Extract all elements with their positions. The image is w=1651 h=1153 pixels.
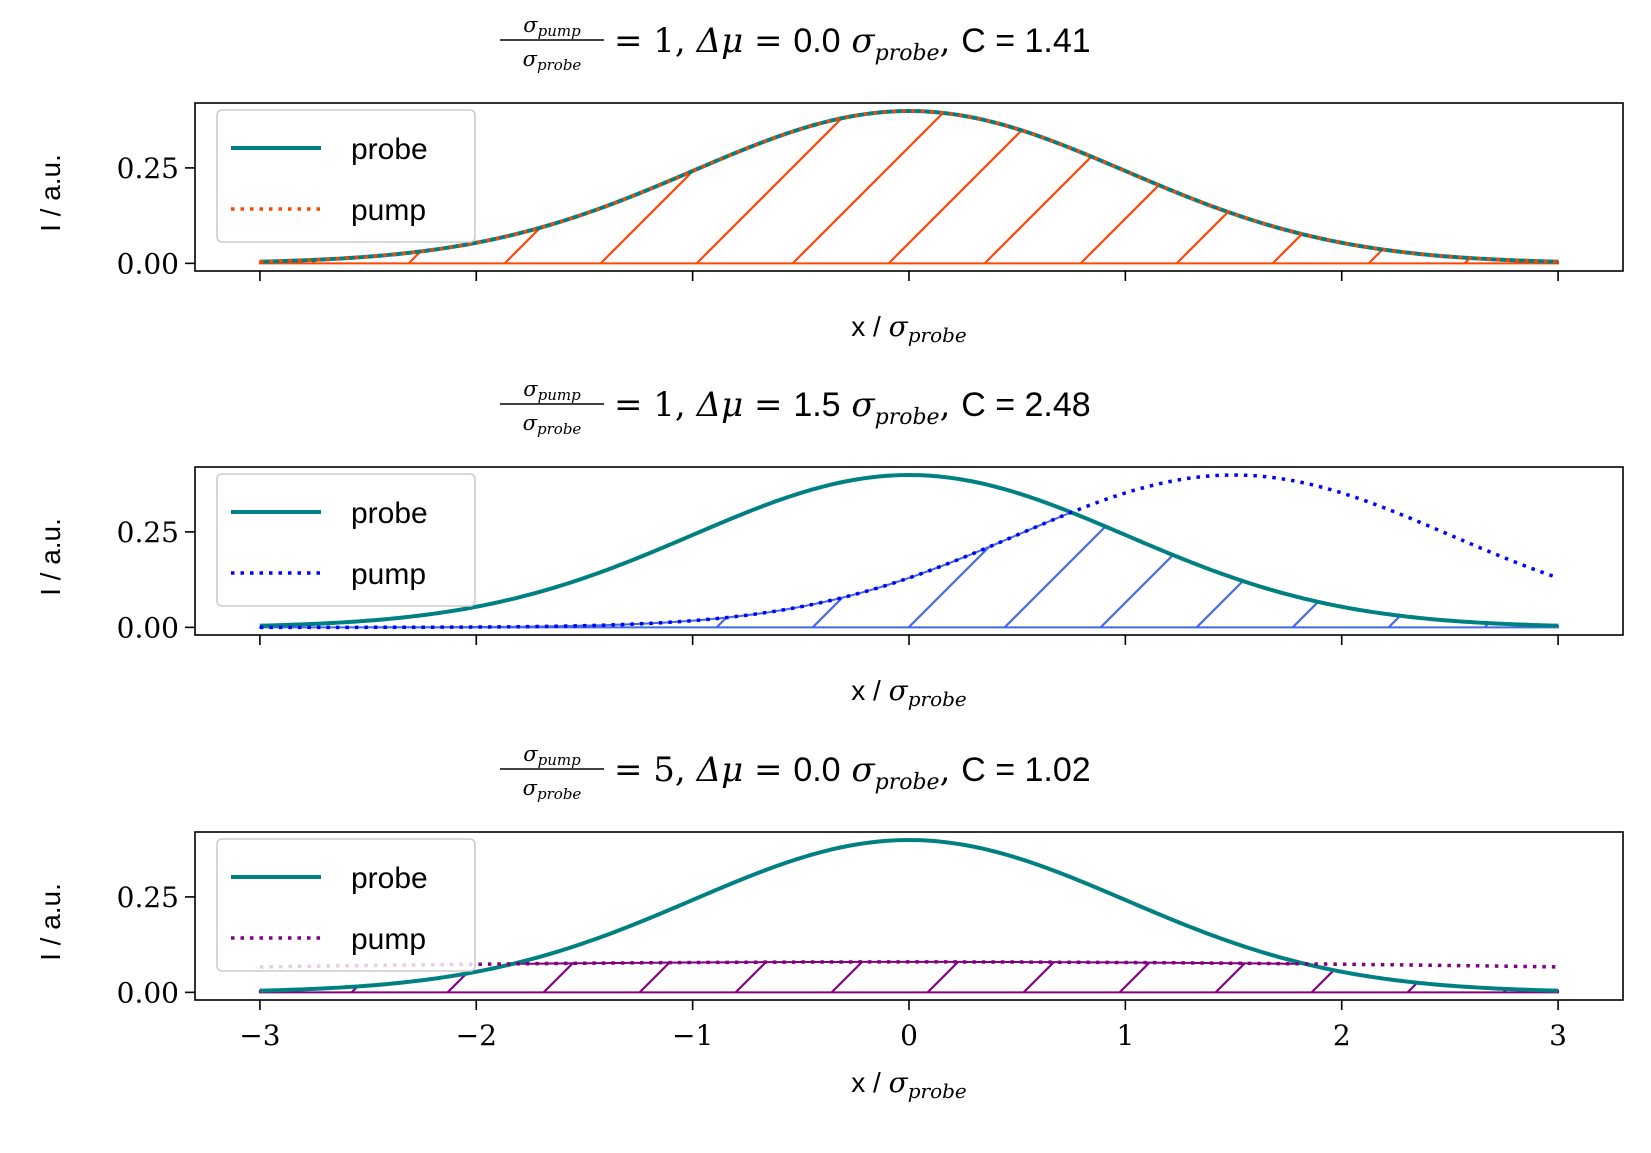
title-fraction-numerator: σpump (523, 13, 581, 40)
subplot-title: σpump σprobe = 1, Δμ = 0.0 σprobe, C = 1.4… (500, 13, 1091, 74)
legend-probe-label: probe (351, 862, 428, 895)
x-tick-label: −3 (239, 1019, 280, 1052)
x-axis-label: x / σprobe (851, 310, 967, 347)
legend-box (216, 109, 476, 243)
title-fraction-numerator: σpump (523, 742, 581, 769)
y-tick-label: 0.25 (117, 516, 179, 549)
title-fraction-numerator: σpump (523, 377, 581, 404)
legend: probe pump (216, 473, 476, 607)
x-axis-label: x / σprobe (851, 674, 967, 711)
title-text: = 5, Δμ = 0.0 σprobe, C = 1.02 (614, 750, 1091, 795)
y-axis-label: I / a.u. (35, 883, 66, 961)
y-tick-label: 0.00 (117, 976, 179, 1009)
legend-box (216, 473, 476, 607)
plot-area (258, 109, 1560, 265)
legend-box (216, 838, 476, 972)
y-tick-label: 0.25 (117, 881, 179, 914)
legend: probe pump (216, 109, 476, 243)
title-fraction-denominator: σprobe (523, 411, 582, 438)
x-tick-label: 0 (900, 1019, 918, 1052)
x-axis-label: x / σprobe (851, 1066, 967, 1103)
subplot-3: −3 −2 −1 0 1 2 3 0.00 0.25 x / σprobe I / a.u. σpum… (35, 742, 1624, 1103)
legend-probe-label: probe (351, 497, 428, 530)
title-fraction-denominator: σprobe (523, 47, 582, 74)
subplot-1: 0.00 0.25 x / σprobe I / a.u. σpump σprobe = 1… (35, 13, 1624, 347)
x-tick-label: −1 (672, 1019, 713, 1052)
x-tick-label: 2 (1333, 1019, 1351, 1052)
title-text: = 1, Δμ = 1.5 σprobe, C = 2.48 (614, 385, 1091, 430)
y-tick-label: 0.00 (117, 247, 179, 280)
plot-area (258, 838, 1560, 994)
y-axis-label: I / a.u. (35, 154, 66, 232)
title-text: = 1, Δμ = 0.0 σprobe, C = 1.41 (614, 21, 1091, 66)
series-pump (259, 960, 1559, 969)
series-probe (259, 473, 1559, 628)
plot-area (258, 473, 1560, 630)
x-tick-label: −2 (456, 1019, 497, 1052)
subplot-2: 0.00 0.25 x / σprobe I / a.u. σpump σprobe = 1… (35, 377, 1624, 711)
legend: probe pump (216, 838, 476, 972)
legend-probe-label: probe (351, 133, 428, 166)
y-tick-label: 0.00 (117, 611, 179, 644)
x-tick-label: 1 (1116, 1019, 1134, 1052)
legend-pump-label: pump (351, 923, 426, 956)
x-tick-label: 3 (1549, 1019, 1567, 1052)
subplot-title: σpump σprobe = 5, Δμ = 0.0 σprobe, C = 1.0… (500, 742, 1091, 803)
subplot-title: σpump σprobe = 1, Δμ = 1.5 σprobe, C = 2.4… (500, 377, 1091, 438)
y-tick-label: 0.25 (117, 152, 179, 185)
series-probe (259, 838, 1559, 993)
legend-pump-label: pump (351, 194, 426, 227)
y-axis-label: I / a.u. (35, 518, 66, 596)
title-fraction-denominator: σprobe (523, 776, 582, 803)
series-probe (259, 109, 1559, 264)
legend-pump-label: pump (351, 558, 426, 591)
